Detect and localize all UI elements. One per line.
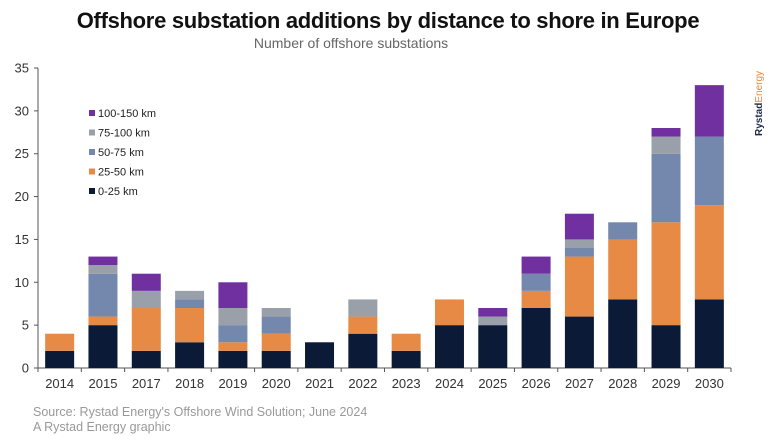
bar-segment bbox=[608, 239, 638, 300]
bar-segment bbox=[434, 325, 464, 368]
x-tick-label: 2029 bbox=[652, 376, 681, 391]
y-tick-label: 20 bbox=[15, 189, 29, 204]
bar-segment bbox=[218, 325, 248, 343]
y-tick-label: 10 bbox=[15, 275, 29, 290]
legend-label: 100-150 km bbox=[98, 108, 156, 120]
bar-segment bbox=[88, 256, 118, 266]
bar-segment bbox=[218, 308, 248, 326]
bar-segment bbox=[478, 316, 508, 326]
bar-segment bbox=[651, 153, 681, 223]
legend-swatch bbox=[89, 188, 95, 194]
legend-label: 25-50 km bbox=[98, 167, 144, 179]
bar-segment bbox=[45, 350, 75, 368]
x-tick-label: 2027 bbox=[565, 376, 594, 391]
bar-segment bbox=[88, 273, 118, 317]
bar-segment bbox=[45, 333, 75, 351]
bar-segment bbox=[218, 282, 248, 308]
bar-segment bbox=[694, 85, 724, 137]
bar-segment bbox=[348, 333, 378, 368]
bar-segment bbox=[564, 256, 594, 317]
bar-segment bbox=[175, 308, 205, 343]
legend-swatch bbox=[89, 149, 95, 155]
bar-segment bbox=[564, 316, 594, 368]
x-tick-label: 2017 bbox=[132, 376, 161, 391]
x-tick-label: 2020 bbox=[262, 376, 291, 391]
chart-subtitle: Number of offshore substations bbox=[253, 35, 449, 51]
bar-segment bbox=[564, 213, 594, 240]
x-tick-label: 2024 bbox=[435, 376, 464, 391]
y-tick-label: 35 bbox=[15, 61, 29, 76]
bar-segment bbox=[434, 299, 464, 326]
x-tick-label: 2026 bbox=[522, 376, 551, 391]
bar-segment bbox=[261, 316, 291, 334]
bar-segment bbox=[694, 136, 724, 206]
bar-segment bbox=[608, 222, 638, 240]
bar-segment bbox=[88, 316, 118, 326]
bar-segment bbox=[218, 342, 248, 351]
bar-segment bbox=[694, 299, 724, 368]
footer: Source: Rystad Energy's Offshore Wind So… bbox=[33, 405, 367, 435]
bar-segment bbox=[261, 350, 291, 368]
bar-segment bbox=[478, 308, 508, 317]
legend-label: 0-25 km bbox=[98, 186, 138, 198]
legend: 100-150 km 75-100 km 50-75 km 25-50 km 0-25 … bbox=[89, 108, 156, 198]
credit-note: A Rystad Energy graphic bbox=[33, 420, 171, 434]
bar-segment bbox=[348, 299, 378, 317]
bar-segment bbox=[651, 136, 681, 154]
bar-segment bbox=[218, 350, 248, 368]
bar-segment bbox=[88, 325, 118, 368]
bar-segment bbox=[521, 273, 551, 291]
legend-swatch bbox=[89, 110, 95, 116]
legend-swatch bbox=[89, 129, 95, 136]
bar-segment bbox=[521, 290, 551, 308]
bar-segment bbox=[175, 299, 205, 308]
y-tick-label: 5 bbox=[22, 318, 29, 333]
x-tick-label: 2019 bbox=[218, 376, 247, 391]
bar-segment bbox=[348, 316, 378, 334]
legend-label: 75-100 km bbox=[98, 128, 150, 140]
x-tick-label: 2021 bbox=[305, 376, 334, 391]
bar-segment bbox=[261, 333, 291, 351]
source-note: Source: Rystad Energy's Offshore Wind So… bbox=[33, 405, 368, 419]
bar-segment bbox=[478, 325, 508, 368]
bar-segment bbox=[564, 239, 594, 248]
x-tick-label: 2023 bbox=[392, 376, 421, 391]
bar-segment bbox=[608, 299, 638, 368]
x-tick-label: 2030 bbox=[695, 376, 724, 391]
bar-segment bbox=[131, 290, 161, 308]
bars bbox=[45, 85, 724, 368]
legend-label: 50-75 km bbox=[98, 147, 144, 159]
bar-segment bbox=[521, 256, 551, 274]
bar-segment bbox=[175, 290, 205, 300]
bar-segment bbox=[131, 273, 161, 291]
bar-segment bbox=[651, 325, 681, 368]
bar-segment bbox=[391, 350, 421, 368]
x-tick-label: 2014 bbox=[45, 376, 74, 391]
bar-segment bbox=[305, 342, 335, 368]
x-tick-label: 2018 bbox=[175, 376, 204, 391]
x-tick-label: 2015 bbox=[89, 376, 118, 391]
bar-segment bbox=[694, 205, 724, 300]
bar-segment bbox=[175, 342, 205, 368]
x-tick-label: 2025 bbox=[478, 376, 507, 391]
bar-segment bbox=[391, 333, 421, 351]
bar-segment bbox=[564, 248, 594, 257]
legend-swatch bbox=[89, 168, 95, 175]
bar-segment bbox=[131, 308, 161, 351]
bar-segment bbox=[651, 128, 681, 137]
y-tick-label: 0 bbox=[22, 361, 29, 376]
chart-title: Offshore substation additions by distanc… bbox=[76, 8, 700, 33]
y-tick-label: 30 bbox=[15, 103, 29, 118]
x-tick-label: 2022 bbox=[348, 376, 377, 391]
bar-segment bbox=[131, 350, 161, 368]
y-tick-label: 15 bbox=[15, 232, 29, 247]
bar-segment bbox=[261, 308, 291, 317]
y-tick-label: 25 bbox=[15, 146, 29, 161]
bar-segment bbox=[88, 265, 118, 274]
bar-segment bbox=[651, 222, 681, 326]
bar-segment bbox=[521, 308, 551, 368]
x-tick-label: 2028 bbox=[608, 376, 637, 391]
